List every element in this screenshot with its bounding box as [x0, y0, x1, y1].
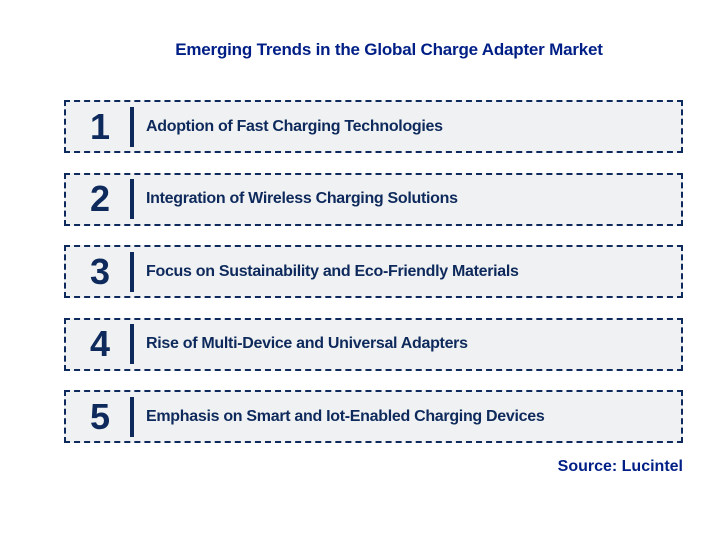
trend-item-5: 5 Emphasis on Smart and Iot-Enabled Char…	[64, 390, 683, 443]
source-note: Source: Lucintel	[557, 458, 683, 475]
trend-list: 1 Adoption of Fast Charging Technologies…	[64, 100, 683, 463]
trend-label: Emphasis on Smart and Iot-Enabled Chargi…	[146, 407, 545, 425]
trend-item-2: 2 Integration of Wireless Charging Solut…	[64, 172, 683, 226]
trend-number: 4	[89, 323, 111, 364]
trend-number: 2	[89, 178, 111, 219]
separator-bar	[130, 179, 134, 219]
separator-bar	[130, 396, 134, 437]
chart-title: Emerging Trends in the Global Charge Ada…	[175, 40, 603, 59]
separator-bar	[130, 106, 134, 147]
trend-number: 5	[89, 395, 111, 437]
trend-item-4: 4 Rise of Multi-Device and Universal Ada…	[64, 317, 683, 371]
separator-bar	[130, 251, 134, 292]
trend-label: Focus on Sustainability and Eco-Friendly…	[146, 262, 519, 280]
trend-label: Adoption of Fast Charging Technologies	[146, 117, 443, 135]
trend-item-1: 1 Adoption of Fast Charging Technologies	[64, 100, 683, 153]
separator-bar	[130, 324, 134, 364]
trend-label: Integration of Wireless Charging Solutio…	[146, 190, 458, 207]
trend-number: 3	[89, 250, 111, 292]
trend-item-3: 3 Focus on Sustainability and Eco-Friend…	[64, 245, 683, 298]
trend-number: 1	[89, 105, 111, 147]
trend-label: Rise of Multi-Device and Universal Adapt…	[146, 335, 468, 352]
